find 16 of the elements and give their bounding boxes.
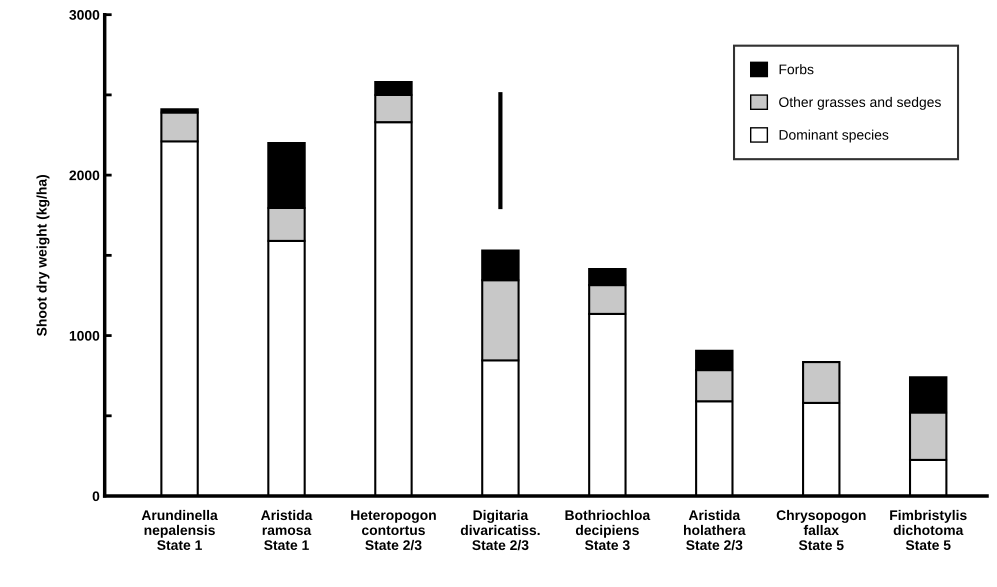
legend-label: Other grasses and sedges xyxy=(779,96,941,110)
x-tick-label: Digitaria divaricatiss. State 2/3 xyxy=(460,510,540,550)
y-tick-label: 2000 xyxy=(69,170,100,180)
y-axis-title: Shoot dry weight (kg/ha) xyxy=(36,175,50,336)
legend-label: Forbs xyxy=(780,64,814,74)
x-tick-label: Heteropogon contortus State 2/3 xyxy=(351,510,436,550)
legend-label: Dominant species xyxy=(780,130,888,143)
x-tick-label: Aristida holathera State 2/3 xyxy=(684,510,746,550)
x-tick-label: Fimbristylis dichotoma State 5 xyxy=(890,510,967,550)
x-tick-label: Chrysopogon fallax State 5 xyxy=(776,510,866,550)
x-tick-label: Bothriochloa decipiens State 3 xyxy=(565,510,650,550)
x-tick-label: Arundinella nepalensis State 1 xyxy=(142,510,218,550)
y-tick-label: 3000 xyxy=(69,10,100,20)
y-tick-label: 0 xyxy=(92,491,100,502)
x-tick-label: Aristida ramosa State 1 xyxy=(260,510,312,550)
y-tick-label: 1000 xyxy=(70,330,100,341)
